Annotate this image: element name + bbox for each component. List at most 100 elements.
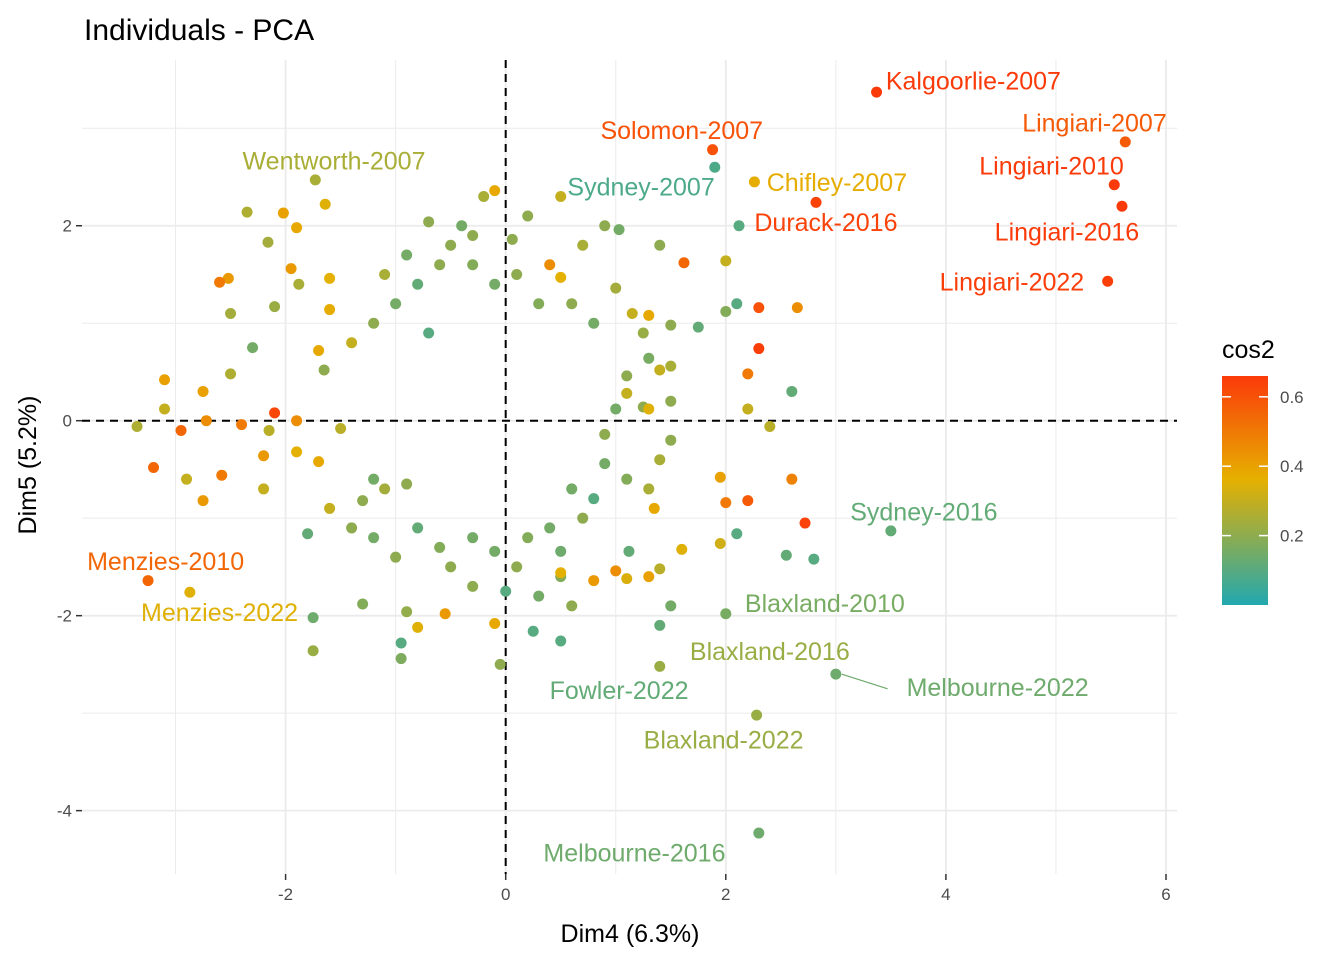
data-point [720, 306, 732, 318]
labeled-data-point [830, 668, 842, 680]
data-point [159, 374, 171, 386]
data-point [225, 307, 237, 319]
point-label: Melbourne-2016 [543, 840, 725, 868]
data-point [216, 469, 228, 481]
color-legend: cos2 0.2 0.4 0.6 [1222, 336, 1304, 605]
data-point [577, 239, 589, 251]
data-point [566, 483, 578, 495]
data-point [324, 502, 336, 514]
data-point [527, 625, 539, 637]
data-point [643, 309, 655, 321]
labeled-data-point [142, 575, 154, 587]
data-point [368, 317, 380, 329]
data-point [500, 585, 512, 597]
point-label: Lingiari-2016 [995, 219, 1140, 247]
data-point [555, 567, 567, 579]
data-point [566, 298, 578, 310]
data-point [786, 473, 798, 485]
axes: -2 0 2 4 6 -4 -2 0 2 [57, 217, 1171, 904]
data-point [324, 272, 336, 284]
data-point [786, 385, 798, 397]
data-point [654, 239, 666, 251]
data-point [313, 456, 325, 468]
data-point [258, 450, 270, 462]
data-point [626, 307, 638, 319]
data-point [742, 495, 754, 507]
data-point [269, 301, 281, 313]
labeled-data-point [720, 608, 732, 620]
data-point [489, 545, 501, 557]
data-point [610, 403, 622, 415]
data-point [423, 327, 435, 339]
grid [82, 60, 1177, 874]
data-point [676, 543, 688, 555]
legend-title: cos2 [1222, 336, 1275, 364]
data-point [412, 621, 424, 633]
labeled-data-point [748, 176, 760, 188]
data-point [588, 317, 600, 329]
x-tick-label: 0 [501, 885, 510, 904]
data-point [610, 565, 622, 577]
data-point [599, 428, 611, 440]
data-point [613, 224, 625, 236]
data-point [318, 364, 330, 376]
data-point [714, 471, 726, 483]
data-point [654, 364, 666, 376]
data-point [401, 478, 413, 490]
legend-tick-label: 0.2 [1280, 527, 1304, 546]
data-point [175, 424, 187, 436]
data-point [643, 352, 655, 364]
point-labels: Kalgoorlie-2007 Lingiari-2007 Solomon-2007… [87, 67, 1167, 867]
chart-title: Individuals - PCA [84, 14, 314, 47]
x-axis-title: Dim4 (6.3%) [561, 920, 700, 948]
data-point [648, 502, 660, 514]
data-point [494, 658, 506, 670]
data-point [588, 493, 600, 505]
data-point [731, 298, 743, 310]
data-point [780, 549, 792, 561]
point-label: Lingiari-2007 [1022, 109, 1167, 137]
point-label: Sydney-2007 [567, 174, 714, 202]
x-tick-label: 6 [1161, 885, 1170, 904]
data-point [643, 403, 655, 415]
legend-tick-label: 0.6 [1280, 388, 1304, 407]
labeled-data-point [184, 586, 196, 598]
x-tick-label: 4 [941, 885, 950, 904]
point-label: Menzies-2010 [87, 548, 244, 576]
data-point [467, 259, 479, 271]
data-point [522, 532, 534, 544]
data-point [456, 220, 468, 232]
data-point [258, 483, 270, 495]
data-point [533, 298, 545, 310]
x-tick-label: 2 [721, 885, 730, 904]
data-point [307, 645, 319, 657]
data-point [131, 421, 143, 433]
labeled-data-point [309, 174, 321, 186]
data-point [621, 387, 633, 399]
data-point [269, 407, 281, 419]
data-point [665, 395, 677, 407]
labeled-data-point [709, 161, 721, 173]
data-point [159, 403, 171, 415]
data-point [621, 473, 633, 485]
data-point [302, 528, 314, 540]
data-point [753, 343, 765, 355]
data-point [401, 606, 413, 618]
point-label: Blaxland-2010 [745, 590, 905, 618]
data-point [247, 342, 259, 354]
data-point [346, 522, 358, 534]
data-point [357, 495, 369, 507]
data-point [395, 637, 407, 649]
data-point [181, 473, 193, 485]
data-point [222, 272, 234, 284]
data-point [467, 229, 479, 241]
data-point [643, 571, 655, 583]
data-point [720, 497, 732, 509]
data-point [291, 415, 303, 427]
data-point [395, 653, 407, 665]
data-point [654, 454, 666, 466]
data-point [654, 563, 666, 575]
data-point [379, 483, 391, 495]
data-point [324, 304, 336, 316]
legend-colorbar [1222, 376, 1268, 605]
